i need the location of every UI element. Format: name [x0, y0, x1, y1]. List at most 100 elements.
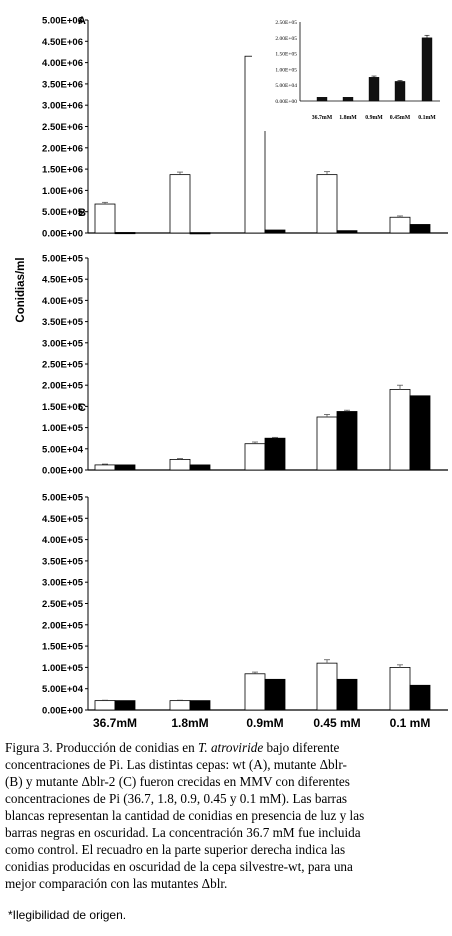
caption-line-7: como control. El recuadro en la parte su… [5, 842, 346, 857]
y-tick-label-A: 5.00E+06 [42, 16, 83, 27]
y-tick-label-A: 4.00E+06 [42, 58, 83, 69]
bar-A-s0-0 [94, 203, 116, 234]
y-tick-label-A: 1.50E+06 [42, 165, 83, 176]
x-tick-label: 0.1 mM [390, 716, 431, 730]
y-tick-label-B: 3.00E+05 [42, 338, 84, 349]
footnote: *Ilegibilidad de origen. [8, 908, 127, 922]
y-tick-label-B: 4.50E+05 [42, 275, 84, 286]
caption-line-1c: bajo diferente [263, 740, 340, 755]
bar-B-s0-0 [94, 464, 116, 471]
inset-y-tick-label: 2.50E+05 [275, 20, 297, 26]
y-tick-label-B: 4.00E+05 [42, 296, 84, 307]
inset-y-tick-label: 1.00E+05 [275, 67, 297, 73]
bar-B-s0-4 [389, 389, 411, 471]
bar-B-s0-1 [169, 458, 191, 471]
panel-letter-A: A [78, 15, 86, 27]
bar-B-s1-2 [264, 437, 286, 471]
bar-B-s0-3 [316, 416, 338, 471]
bar-B-s0-2 [244, 443, 266, 471]
inset-x-tick-label: 1.8mM [339, 115, 357, 121]
inset-bar-4 [421, 37, 433, 102]
caption-species: T. atroviride [198, 740, 264, 755]
bar-C-s1-4 [409, 684, 431, 711]
bar-C-s1-2 [264, 678, 286, 711]
inset-bar-1 [342, 97, 354, 102]
bar-A-s0-1 [169, 174, 191, 234]
bar-A-s0-3 [316, 174, 338, 234]
y-tick-label-C: 0.00E+00 [42, 706, 83, 717]
bar-C-s1-0 [114, 700, 136, 711]
inset-y-tick-label: 1.50E+05 [275, 52, 297, 58]
y-tick-label-B: 5.00E+05 [42, 254, 84, 265]
bar-A-s1-3 [336, 230, 358, 234]
y-tick-label-C: 1.00E+05 [42, 663, 84, 674]
y-tick-label-B: 5.00E+04 [42, 444, 84, 455]
y-tick-label-B: 1.50E+05 [42, 402, 84, 413]
y-tick-label-A: 4.50E+06 [42, 37, 83, 48]
x-tick-label: 36.7mM [93, 716, 137, 730]
bar-A-s1-0 [114, 232, 136, 235]
y-tick-label-B: 2.50E+05 [42, 360, 84, 371]
y-tick-label-A: 2.50E+06 [42, 122, 83, 133]
y-tick-label-A: 5.00E+05 [42, 207, 84, 218]
y-tick-label-C: 5.00E+04 [42, 684, 84, 695]
inset-x-tick-label: 0.45mM [390, 115, 411, 121]
bar-C-s0-2 [244, 673, 266, 711]
bar-A-s1-1 [189, 232, 211, 235]
inset-x-tick-label: 36.7mM [312, 115, 333, 121]
bar-C-s1-3 [336, 678, 358, 711]
bar-B-s1-1 [189, 464, 211, 471]
y-tick-label-A: 3.00E+06 [42, 101, 83, 112]
y-tick-label-B: 0.00E+00 [42, 466, 83, 477]
bar-A-s1-4 [409, 224, 431, 234]
bar-A-s0-4 [389, 216, 411, 234]
inset-y-tick-label: 0.00E+00 [275, 99, 297, 105]
inset-x-tick-label: 0.9mM [365, 115, 383, 121]
bar-B-s1-4 [409, 395, 431, 471]
x-tick-label: 1.8mM [171, 716, 208, 730]
y-tick-label-C: 2.00E+05 [42, 620, 84, 631]
y-tick-label-C: 4.00E+05 [42, 535, 84, 546]
caption-line-6: barras negras en oscuridad. La concentra… [5, 825, 361, 840]
y-tick-label-A: 3.50E+06 [42, 79, 83, 90]
caption-line-5: blancas representan la cantidad de conid… [5, 808, 365, 823]
panel-letter-B: B [78, 207, 86, 219]
bar-C-s1-1 [189, 700, 211, 711]
y-tick-label-C: 3.50E+05 [42, 556, 84, 567]
y-tick-label-A: 2.00E+06 [42, 143, 83, 154]
x-tick-label: 0.45 mM [313, 716, 360, 730]
caption-line-8: conidias producidas en oscuridad de la c… [5, 859, 353, 874]
inset-bar-3 [394, 81, 406, 102]
y-tick-label-C: 5.00E+05 [42, 493, 84, 504]
y-tick-label-C: 4.50E+05 [42, 514, 84, 525]
bar-C-s0-3 [316, 662, 338, 711]
bar-B-s1-0 [114, 464, 136, 471]
bar-C-s0-1 [169, 700, 191, 711]
bar-C-s0-0 [94, 700, 116, 711]
inset-x-tick-label: 0.1mM [418, 115, 436, 121]
figure-caption: Figura 3. Producción de conidias en T. a… [5, 739, 441, 892]
caption-line-9: mejor comparación con las mutantes Δblr. [5, 876, 228, 891]
bar-B-s1-3 [336, 411, 358, 471]
y-tick-label-A: 1.00E+06 [42, 186, 83, 197]
y-tick-label-C: 3.00E+05 [42, 578, 84, 589]
caption-line-3: (B) y mutante Δblr-2 (C) fueron crecidas… [5, 774, 350, 789]
inset-y-tick-label: 5.00E+04 [275, 83, 297, 89]
conidia-figure: 0.00E+00 5.00E+05 1.00E+06 1.50E+06 2.00E+06… [15, 15, 448, 730]
y-tick-label-B: 1.00E+05 [42, 423, 84, 434]
inset-bar-2 [368, 77, 380, 102]
y-tick-label-B: 2.00E+05 [42, 381, 84, 392]
inset-bar-0 [316, 97, 328, 102]
x-tick-label: 0.9mM [246, 716, 283, 730]
caption-line-4: concentraciones de Pi (36.7, 1.8, 0.9, 0… [5, 791, 348, 806]
y-tick-label-A: 0.00E+00 [42, 229, 83, 240]
bar-A-s1-2 [264, 229, 286, 234]
bar-C-s0-4 [389, 667, 411, 711]
panel-letter-C: C [78, 402, 86, 414]
inset-background [252, 16, 446, 131]
y-tick-label-C: 1.50E+05 [42, 642, 84, 653]
caption-line-1a: Figura 3. Producción de conidias en [5, 740, 199, 755]
inset-y-tick-label: 2.00E+05 [275, 36, 297, 42]
y-tick-label-B: 3.50E+05 [42, 317, 84, 328]
caption-line-2: concentraciones de Pi. Las distintas cep… [5, 757, 347, 772]
